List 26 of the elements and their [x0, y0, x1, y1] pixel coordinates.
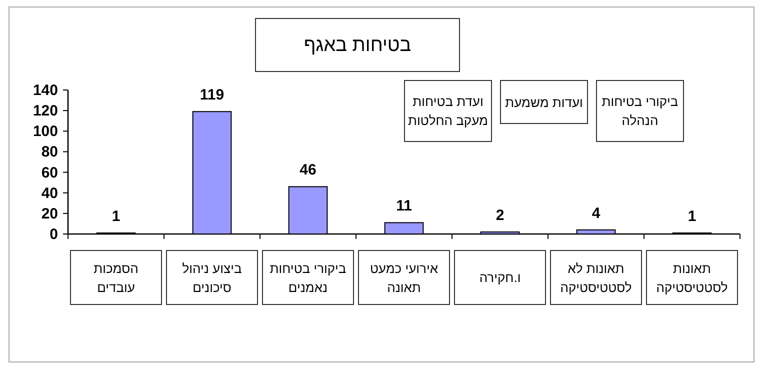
- data-label: 4: [592, 204, 601, 222]
- data-label: 2: [496, 206, 504, 224]
- x-tick-label: ביקורי בטיחות נאמנים: [262, 250, 354, 305]
- data-label: 119: [200, 86, 224, 104]
- y-tick-label: 80: [41, 144, 58, 161]
- x-tick-label: הסמכות עובדים: [70, 250, 162, 305]
- data-label: 46: [300, 162, 316, 179]
- y-tick-label: 40: [41, 184, 58, 202]
- y-tick-label: 100: [32, 123, 58, 140]
- x-tick-label: תאונות לסטטיסטיקה: [646, 250, 738, 305]
- x-tick-label: אירועי כמעט תאונה: [358, 250, 450, 305]
- data-label: 1: [688, 208, 696, 225]
- y-tick-label: 20: [41, 205, 58, 222]
- annotation: ועדות משמעת: [500, 80, 588, 124]
- chart-title: בטיחות באגף: [255, 18, 460, 72]
- data-label: 11: [396, 198, 412, 215]
- y-tick-label: 120: [32, 102, 58, 120]
- y-tick-label: 60: [41, 164, 58, 182]
- annotation: ועדת בטיחות מעקב החלטות: [404, 80, 492, 142]
- y-tick-label: 140: [32, 82, 58, 99]
- x-tick-label: תאונות לא לסטטיסטיקה: [550, 250, 642, 305]
- y-tick-label: 0: [50, 226, 58, 243]
- annotation: ביקורי בטיחות הנהלה: [596, 80, 684, 142]
- x-tick-label: ו.חקירה: [454, 250, 546, 305]
- data-label: 1: [112, 208, 120, 225]
- x-tick-label: ביצוע ניהול סיכונים: [166, 250, 258, 305]
